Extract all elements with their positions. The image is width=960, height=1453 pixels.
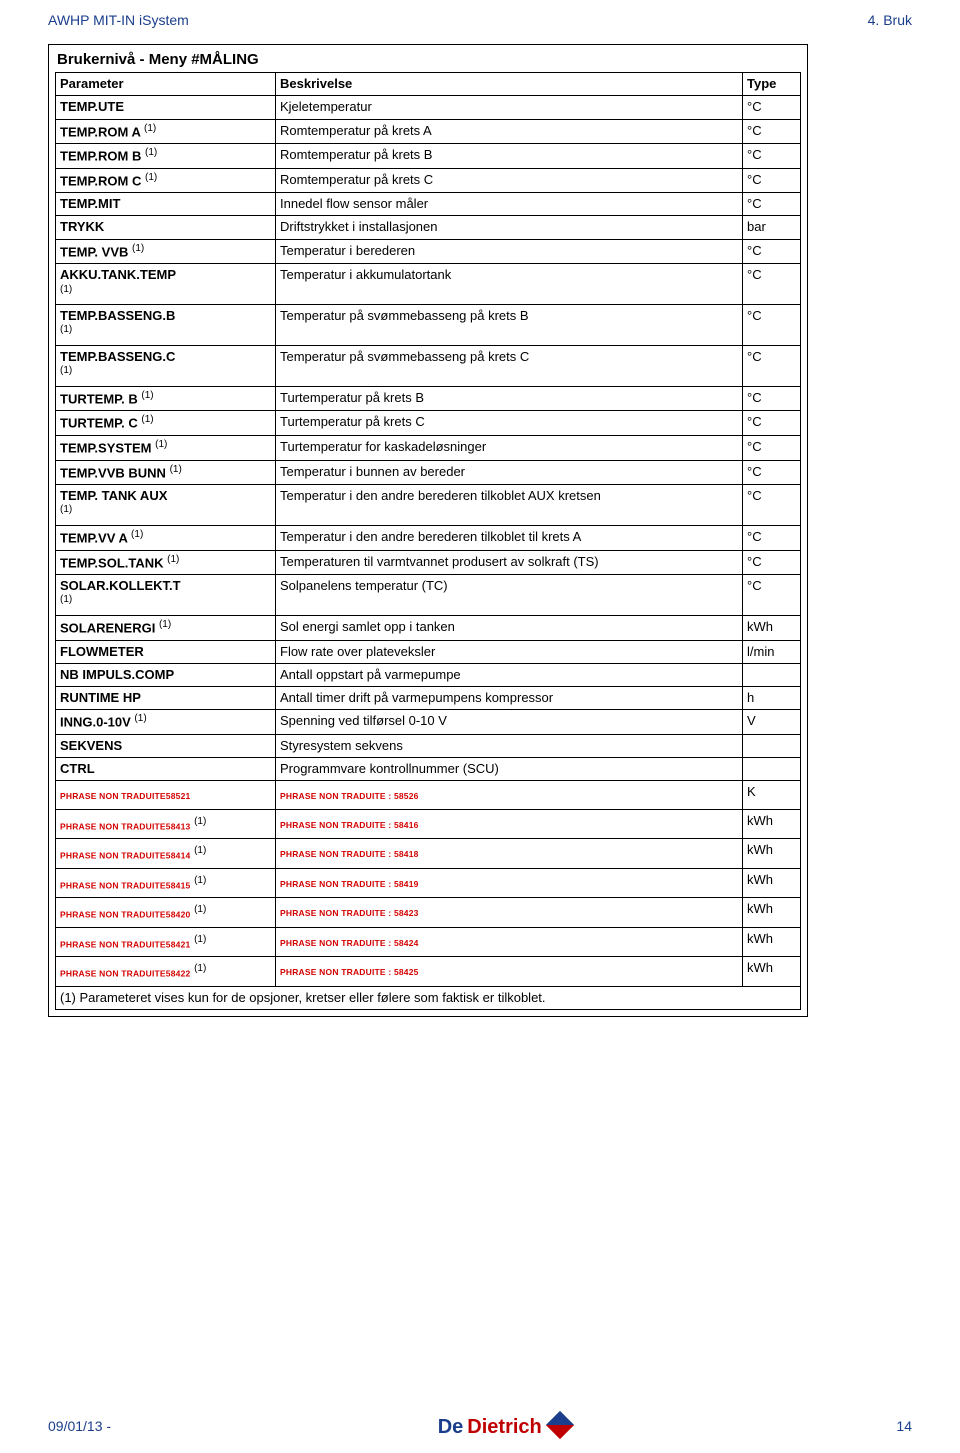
table-row: INNG.0-10V (1)Spenning ved tilførsel 0-1…	[56, 710, 801, 735]
page-footer: 09/01/13 - De Dietrich 14	[0, 1413, 960, 1439]
table-footnote-row: (1) Parameteret vises kun for de opsjone…	[56, 987, 801, 1010]
content-area: Brukernivå - Meny #MÅLING ParameterBeskr…	[0, 34, 960, 1017]
table-row: TEMP.BASSENG.C(1)Temperatur på svømmebas…	[56, 345, 801, 386]
table-row: SOLARENERGI (1)Sol energi samlet opp i t…	[56, 615, 801, 640]
logo-text-de: De	[438, 1416, 464, 1439]
table-row-untranslated: PHRASE NON TRADUITE58521PHRASE NON TRADU…	[56, 781, 801, 809]
table-row: FLOWMETERFlow rate over platevekslerl/mi…	[56, 640, 801, 663]
table-row: TEMP.UTEKjeletemperatur°C	[56, 96, 801, 119]
table-row-untranslated: PHRASE NON TRADUITE58415 (1)PHRASE NON T…	[56, 868, 801, 898]
table-row: RUNTIME HPAntall timer drift på varmepum…	[56, 687, 801, 710]
brand-logo: De Dietrich	[438, 1413, 570, 1439]
table-row: TEMP.ROM C (1)Romtemperatur på krets C°C	[56, 168, 801, 193]
table-row-untranslated: PHRASE NON TRADUITE58420 (1)PHRASE NON T…	[56, 898, 801, 928]
table-row-untranslated: PHRASE NON TRADUITE58421 (1)PHRASE NON T…	[56, 927, 801, 957]
table-row: SEKVENSStyresystem sekvens	[56, 734, 801, 757]
table-row: TEMP.BASSENG.B(1)Temperatur på svømmebas…	[56, 305, 801, 346]
footer-date: 09/01/13 -	[48, 1418, 111, 1434]
table-row: TEMP.VVB BUNN (1)Temperatur i bunnen av …	[56, 460, 801, 485]
table-row: TEMP.SOL.TANK (1)Temperaturen til varmtv…	[56, 550, 801, 575]
table-row: TEMP.MITInnedel flow sensor måler°C	[56, 193, 801, 216]
table-row: TEMP.SYSTEM (1)Turtemperatur for kaskade…	[56, 435, 801, 460]
table-row: AKKU.TANK.TEMP(1)Temperatur i akkumulato…	[56, 264, 801, 305]
parameter-table: ParameterBeskrivelseTypeTEMP.UTEKjeletem…	[55, 72, 801, 1010]
footer-page-number: 14	[896, 1418, 912, 1434]
table-row: TURTEMP. C (1)Turtemperatur på krets C°C	[56, 411, 801, 436]
box-title: Brukernivå - Meny #MÅLING	[55, 49, 801, 72]
table-row: TEMP.VV A (1)Temperatur i den andre bere…	[56, 525, 801, 550]
table-row: NB IMPULS.COMPAntall oppstart på varmepu…	[56, 663, 801, 686]
header-right: 4. Bruk	[868, 12, 912, 28]
table-header-row: ParameterBeskrivelseType	[56, 73, 801, 96]
table-row-untranslated: PHRASE NON TRADUITE58422 (1)PHRASE NON T…	[56, 957, 801, 987]
table-row: TEMP.ROM A (1)Romtemperatur på krets A°C	[56, 119, 801, 144]
table-row: SOLAR.KOLLEKT.T(1)Solpanelens temperatur…	[56, 575, 801, 616]
logo-diamond-icon	[546, 1411, 574, 1439]
parameter-box: Brukernivå - Meny #MÅLING ParameterBeskr…	[48, 44, 808, 1017]
table-row: TURTEMP. B (1)Turtemperatur på krets B°C	[56, 386, 801, 411]
table-row: TEMP. VVB (1)Temperatur i berederen°C	[56, 239, 801, 264]
logo-text-dietrich: Dietrich	[467, 1416, 541, 1439]
table-row-untranslated: PHRASE NON TRADUITE58413 (1)PHRASE NON T…	[56, 809, 801, 839]
header-left: AWHP MIT-IN iSystem	[48, 12, 189, 28]
page-header: AWHP MIT-IN iSystem 4. Bruk	[0, 0, 960, 34]
table-row: TRYKKDriftstrykket i installasjonenbar	[56, 216, 801, 239]
table-row-untranslated: PHRASE NON TRADUITE58414 (1)PHRASE NON T…	[56, 839, 801, 869]
table-row: TEMP. TANK AUX(1)Temperatur i den andre …	[56, 485, 801, 526]
table-row: TEMP.ROM B (1)Romtemperatur på krets B°C	[56, 144, 801, 169]
table-row: CTRLProgrammvare kontrollnummer (SCU)	[56, 758, 801, 781]
